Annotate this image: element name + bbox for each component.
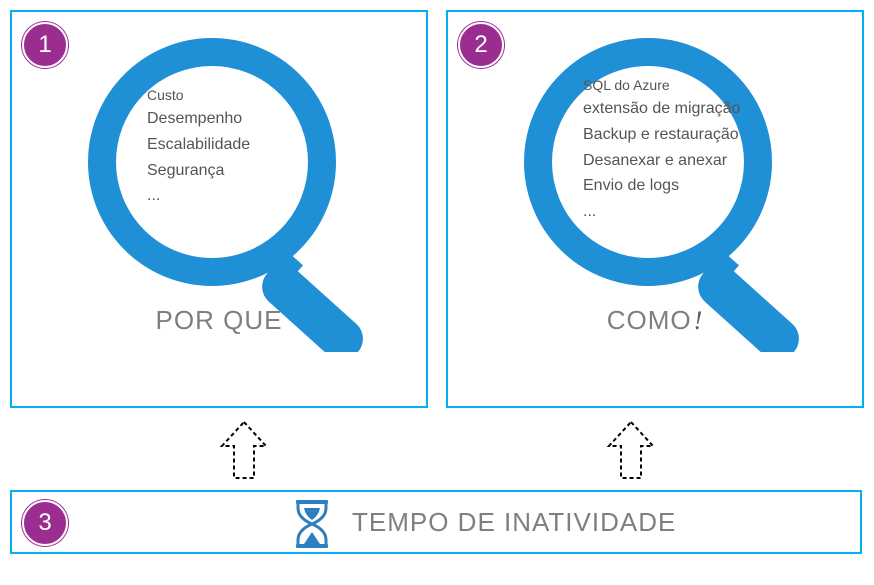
panel1-item: Segurança <box>147 158 250 184</box>
badge-1: 1 <box>22 22 68 68</box>
panel2-label-text: COMO <box>607 305 692 336</box>
panel2-item: Desanexar e anexar <box>583 148 740 174</box>
panel1-item: Escalabilidade <box>147 132 250 158</box>
panel2-item: extensão de migração <box>583 96 740 122</box>
top-row: 1 Custo Desempenho Escalabilidade Segura… <box>10 10 864 408</box>
panel2-label: COMO ! <box>448 305 862 336</box>
badge-3: 3 <box>22 500 68 546</box>
arrow-row <box>10 416 864 486</box>
badge-2: 2 <box>458 22 504 68</box>
panel3-label: TEMPO DE INATIVIDADE <box>352 507 676 538</box>
panel2-label-accent: ! <box>694 306 704 336</box>
hourglass-icon <box>292 500 332 553</box>
panel1-item-first: Custo <box>147 84 250 106</box>
panel1-item: Desempenho <box>147 106 250 132</box>
panel1-label: POR QUE <box>12 305 426 336</box>
panel1-item: ... <box>147 183 250 209</box>
panel-why: 1 Custo Desempenho Escalabilidade Segura… <box>10 10 428 408</box>
panel2-item-first: SQL do Azure <box>583 74 740 96</box>
panel1-items: Custo Desempenho Escalabilidade Seguranç… <box>147 84 250 209</box>
panel2-item: Backup e restauração <box>583 122 740 148</box>
arrow-up-1 <box>50 416 437 486</box>
panel2-item: Envio de logs <box>583 173 740 199</box>
panel2-items: SQL do Azure extensão de migração Backup… <box>583 74 740 224</box>
panel-downtime: 3 TEMPO DE INATIVIDADE <box>10 490 862 554</box>
panel2-item: ... <box>583 199 740 225</box>
panel-how: 2 SQL do Azure extensão de migração Back… <box>446 10 864 408</box>
arrow-up-2 <box>437 416 824 486</box>
